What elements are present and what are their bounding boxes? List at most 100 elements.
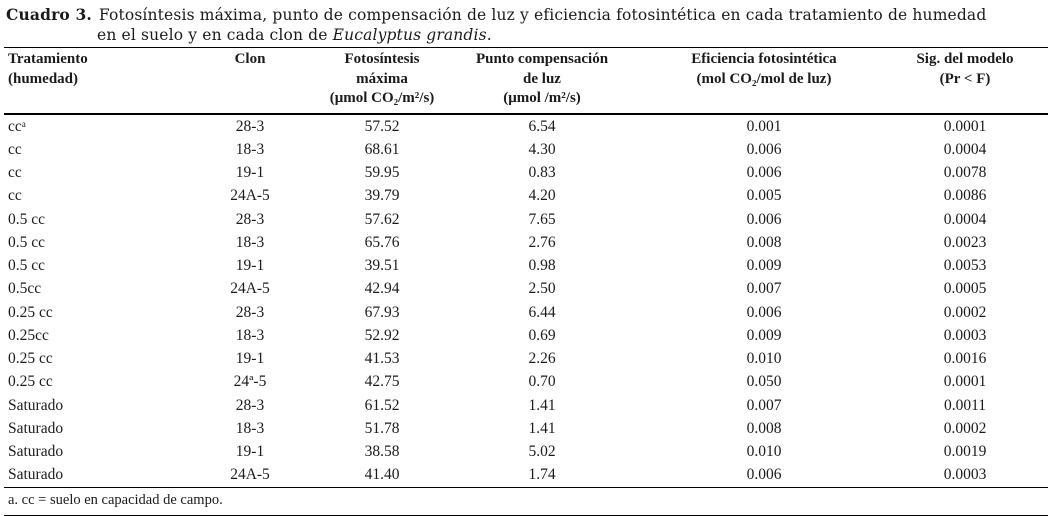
table-row: 0.5 cc 18-3 65.76 2.76 0.008 0.0023: [4, 231, 1048, 254]
punto-compensacion-cell: 0.69: [528, 326, 556, 344]
sig-modelo-cell: 0.0053: [943, 257, 987, 274]
treatment-cell: Saturado: [8, 466, 64, 484]
clon-cell: 19-1: [235, 257, 265, 274]
header-line: Sig. del modelo: [916, 51, 1014, 67]
punto-compensacion-cell: 0.70: [528, 373, 556, 391]
header-line: Clon: [234, 51, 266, 67]
eficiencia-cell: 0.006: [746, 210, 782, 228]
fotosintesis-cell: 57.62: [364, 210, 400, 228]
fotosintesis-cell: 51.78: [364, 419, 400, 437]
treatment-cell: 0.5 cc: [8, 257, 46, 274]
header-line: Punto compensación: [475, 51, 609, 67]
sig-modelo-cell: 0.0002: [943, 303, 987, 321]
sig-modelo-cell: 0.0078: [943, 164, 987, 181]
fotosintesis-cell: 68.61: [364, 140, 400, 158]
sig-modelo-cell: 0.0004: [943, 210, 987, 228]
sig-modelo-cell: 0.0003: [943, 466, 987, 484]
treatment-cell: 0.5cc: [8, 280, 42, 298]
fotosintesis-cell: 41.53: [364, 350, 400, 367]
clon-cell: 18-3: [235, 233, 265, 251]
sig-modelo-cell: 0.0005: [943, 280, 987, 298]
punto-compensacion-cell: 5.02: [528, 443, 556, 460]
sig-modelo-cell: 0.0019: [943, 443, 987, 460]
results-table: Tratamiento (humedad) Clon Fotosíntesis …: [4, 47, 1048, 488]
caption-text: Fotosíntesis máxima, punto de compensaci…: [98, 6, 987, 24]
punto-compensacion-cell: 2.76: [528, 233, 556, 251]
table-row: 0.25 cc 28-3 67.93 6.44 0.006 0.0002: [4, 301, 1048, 324]
treatment-cell: Saturado: [8, 419, 64, 437]
header-fotosintesis-maxima: Fotosíntesis máxima (μmol CO₂/m²/s): [326, 48, 438, 114]
treatment-cell: cc: [8, 187, 22, 205]
table-row: Saturado 19-1 38.58 5.02 0.010 0.0019: [4, 440, 1048, 463]
treatment-cell: cc: [8, 164, 22, 181]
header-line: de luz: [523, 70, 561, 87]
caption-label: Cuadro 3.: [6, 5, 92, 24]
fotosintesis-cell: 39.79: [364, 187, 400, 205]
table-row: 0.5cc 24A-5 42.94 2.50 0.007 0.0005: [4, 277, 1048, 300]
treatment-cell: cc: [8, 140, 22, 158]
clon-cell: 28-3: [235, 396, 265, 414]
table-row: 0.25 cc 19-1 41.53 2.26 0.010 0.0016: [4, 347, 1048, 370]
sig-modelo-cell: 0.0004: [943, 140, 987, 158]
clon-cell: 18-3: [235, 140, 265, 158]
punto-compensacion-cell: 4.20: [528, 187, 556, 205]
sig-modelo-cell: 0.0011: [943, 396, 987, 414]
caption-line-1: Cuadro 3. Fotosíntesis máxima, punto de c…: [6, 5, 1046, 25]
punto-compensacion-cell: 4.30: [528, 140, 556, 158]
sig-modelo-cell: 0.0003: [943, 326, 987, 344]
eficiencia-cell: 0.008: [746, 233, 782, 251]
table-row: Saturado 24A-5 41.40 1.74 0.006 0.0003: [4, 463, 1048, 487]
table-row: cc 24A-5 39.79 4.20 0.005 0.0086: [4, 184, 1048, 207]
treatment-cell: 0.25 cc: [8, 350, 53, 367]
header-line: (μmol CO₂/m²/s): [329, 90, 435, 106]
eficiencia-cell: 0.010: [746, 443, 782, 460]
table-header: Tratamiento (humedad) Clon Fotosíntesis …: [4, 48, 1048, 114]
treatment-cell: Saturado: [8, 396, 64, 414]
treatment-cell: Saturado: [8, 443, 64, 460]
clon-cell: 24ª-5: [233, 373, 267, 391]
header-tratamiento: Tratamiento (humedad): [4, 48, 174, 114]
fotosintesis-cell: 38.58: [364, 443, 400, 460]
table-row: 0.5 cc 28-3 57.62 7.65 0.006 0.0004: [4, 208, 1048, 231]
fotosintesis-cell: 59.95: [364, 164, 400, 181]
header-clon: Clon: [174, 48, 326, 114]
treatment-cell: 0.5 cc: [8, 210, 46, 228]
punto-compensacion-cell: 2.26: [528, 350, 556, 367]
punto-compensacion-cell: 2.50: [528, 280, 556, 298]
clon-cell: 28-3: [235, 303, 265, 321]
eficiencia-cell: 0.006: [746, 140, 782, 158]
punto-compensacion-cell: 6.44: [528, 303, 556, 321]
treatment-cell: 0.25 cc: [8, 373, 53, 391]
punto-compensacion-cell: 1.41: [528, 396, 556, 414]
eficiencia-cell: 0.050: [746, 373, 782, 391]
table-body: ccᵃ 28-3 57.52 6.54 0.001 0.0001 cc 18-3…: [4, 114, 1048, 487]
fotosintesis-cell: 65.76: [364, 233, 400, 251]
treatment-cell: ccᵃ: [8, 117, 26, 135]
clon-cell: 18-3: [235, 326, 265, 344]
table-row: 0.5 cc 19-1 39.51 0.98 0.009 0.0053: [4, 254, 1048, 277]
clon-cell: 24A-5: [230, 280, 270, 298]
header-line: (μmol /m²/s): [503, 90, 581, 106]
header-line: (humedad): [8, 70, 79, 87]
header-line: (mol CO₂/mol de luz): [696, 70, 832, 87]
caption-period: .: [486, 26, 492, 44]
eficiencia-cell: 0.006: [746, 466, 782, 484]
sig-modelo-cell: 0.0086: [943, 187, 987, 205]
sig-modelo-cell: 0.0001: [943, 373, 987, 391]
eficiencia-cell: 0.010: [746, 350, 782, 367]
clon-cell: 19-1: [235, 443, 265, 460]
treatment-cell: 0.25cc: [8, 326, 49, 344]
punto-compensacion-cell: 1.74: [528, 466, 556, 484]
header-punto-compensacion: Punto compensación de luz (μmol /m²/s): [438, 48, 646, 114]
header-row: Tratamiento (humedad) Clon Fotosíntesis …: [4, 48, 1048, 114]
fotosintesis-cell: 67.93: [364, 303, 400, 321]
eficiencia-cell: 0.009: [746, 326, 782, 344]
punto-compensacion-cell: 0.83: [528, 164, 556, 181]
clon-cell: 24A-5: [230, 187, 270, 205]
treatment-cell: 0.25 cc: [8, 303, 53, 321]
header-line: (Pr < F): [939, 70, 991, 87]
punto-compensacion-cell: 0.98: [528, 257, 556, 274]
treatment-cell: 0.5 cc: [8, 233, 46, 251]
eficiencia-cell: 0.001: [746, 117, 782, 135]
